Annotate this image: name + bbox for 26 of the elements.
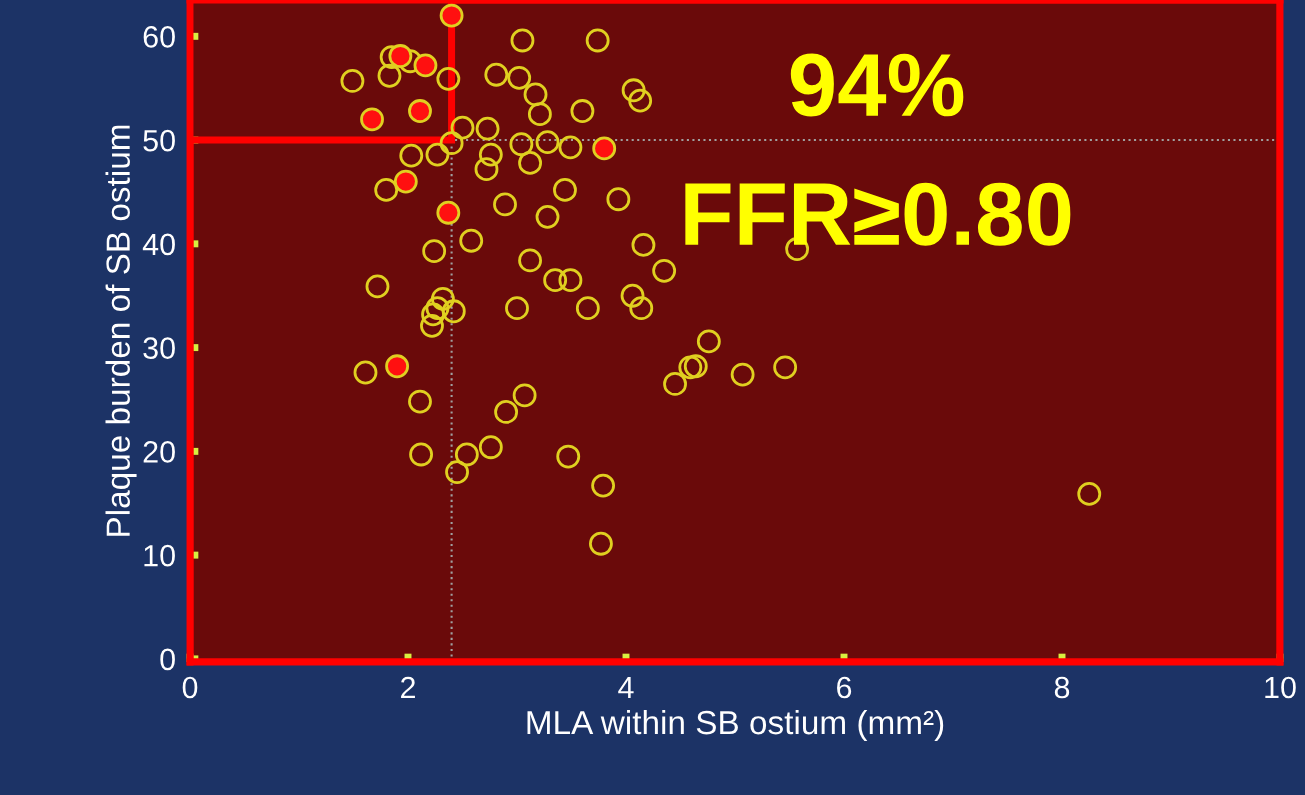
point bbox=[408, 99, 432, 123]
x-tick-label: 8 bbox=[1054, 676, 1070, 699]
x-axis-title: MLA within SB ostium (mm²) bbox=[527, 709, 944, 741]
x-tick-label: 4 bbox=[618, 677, 634, 699]
y-tick-label: 50 bbox=[143, 129, 175, 152]
x-tick-label: 0 bbox=[182, 676, 198, 699]
y-tick-label: 40 bbox=[142, 233, 175, 256]
x-tick-label: 2 bbox=[401, 676, 415, 699]
point bbox=[592, 136, 617, 161]
y-tick-label: 60 bbox=[143, 26, 175, 48]
y-axis-title: Plaque burden of SB ostium bbox=[105, 125, 137, 536]
y-tick-label: 20 bbox=[143, 441, 175, 463]
x-tick-label: 6 bbox=[837, 676, 852, 699]
point bbox=[360, 107, 384, 132]
y-tick-label: 30 bbox=[143, 337, 175, 359]
point bbox=[388, 44, 413, 68]
annotation: FFR≥0.80 bbox=[685, 182, 1071, 246]
annotation: 94% bbox=[790, 53, 964, 117]
point bbox=[393, 169, 418, 194]
point bbox=[436, 200, 461, 225]
point bbox=[385, 354, 410, 379]
y-tick-label: 0 bbox=[160, 648, 175, 671]
x-tick-label: 10 bbox=[1265, 676, 1296, 699]
point bbox=[439, 3, 464, 28]
point bbox=[413, 53, 438, 78]
y-tick-label: 10 bbox=[144, 544, 175, 567]
